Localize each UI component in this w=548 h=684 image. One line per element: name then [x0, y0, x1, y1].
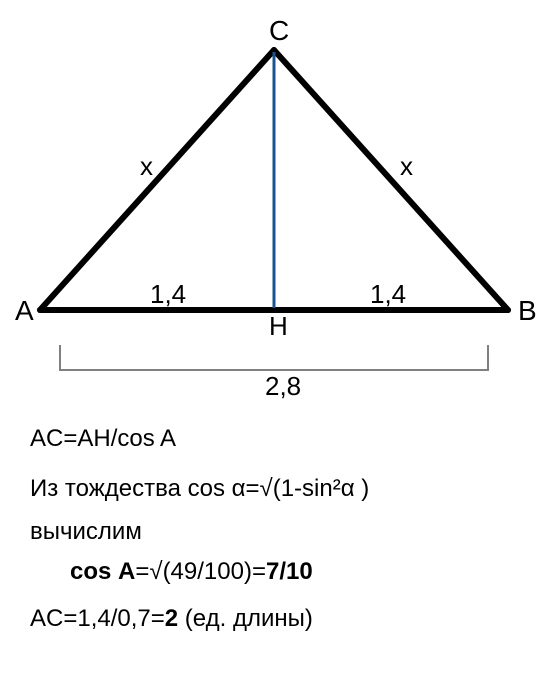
identity-text: Из тождества cos α=√(1-sin²α )	[30, 470, 518, 508]
formula-ac: AC=AH/cos A	[30, 420, 518, 458]
vertex-label-B: B	[518, 295, 537, 326]
bracket-label: 2,8	[265, 371, 301, 401]
edge-label-AH: 1,4	[150, 279, 186, 309]
cos-eq: =√(49/100)=	[135, 558, 266, 585]
dimension-bracket	[60, 345, 488, 370]
vertex-label-H: H	[269, 311, 288, 341]
vertex-label-A: A	[15, 295, 34, 326]
final-prefix: AC=1,4/0,7=	[30, 605, 165, 632]
cos-formula: cos A=√(49/100)=7/10	[30, 553, 518, 591]
cos-var: A	[118, 558, 135, 585]
edge-label-AC: x	[140, 151, 153, 181]
edge-CB	[274, 50, 508, 310]
cos-result: 7/10	[266, 558, 313, 585]
edge-label-HB: 1,4	[370, 279, 406, 309]
final-result: 2	[165, 605, 178, 632]
final-suffix: (ед. длины)	[178, 605, 313, 632]
vertex-label-C: C	[269, 15, 289, 46]
calc-intro: вычислим	[30, 513, 518, 551]
triangle-diagram: C A B H x x 1,4 1,4 2,8	[10, 10, 538, 410]
edge-label-CB: x	[400, 151, 413, 181]
triangle-svg: C A B H x x 1,4 1,4 2,8	[10, 10, 538, 410]
math-content: AC=AH/cos A Из тождества cos α=√(1-sin²α…	[10, 410, 538, 656]
edge-AC	[40, 50, 274, 310]
cos-prefix: cos	[70, 558, 111, 585]
final-formula: AC=1,4/0,7=2 (ед. длины)	[30, 600, 518, 638]
